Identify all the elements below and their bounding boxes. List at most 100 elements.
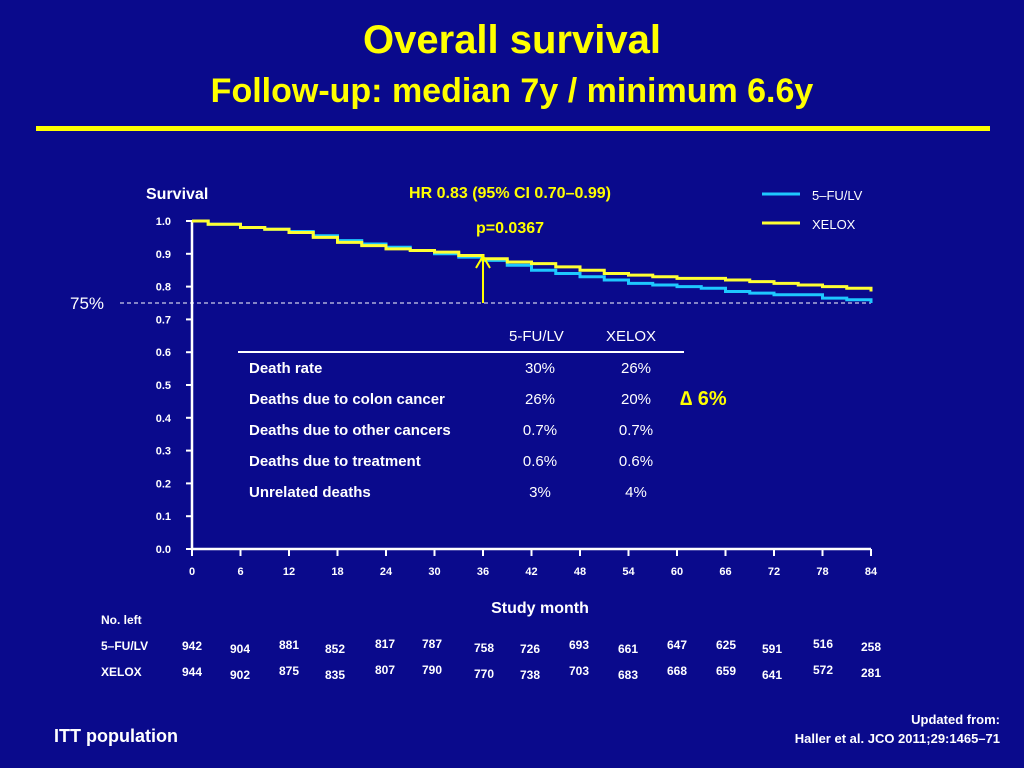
at-risk-value: 625 (715, 638, 737, 652)
y-axis-title: Survival (146, 186, 208, 203)
at-risk-value: 683 (617, 668, 639, 682)
x-tick-label: 78 (816, 566, 828, 578)
at-risk-value: 904 (229, 642, 251, 656)
table-cell-xelox: 26% (620, 360, 652, 377)
at-risk-value: 852 (324, 642, 346, 656)
at-risk-value: 770 (473, 667, 495, 681)
x-tick-label: 6 (237, 566, 243, 578)
table-cell-fu-lv: 26% (524, 391, 556, 408)
x-tick-label: 60 (671, 566, 683, 578)
y-tick-label: 1.0 (156, 216, 171, 228)
at-risk-value: 647 (666, 638, 688, 652)
table-cell-fu-lv: 30% (524, 360, 556, 377)
x-tick-label: 24 (380, 566, 393, 578)
at-risk-value: 902 (229, 668, 251, 682)
table-row-label: Death rate (249, 360, 323, 377)
at-risk-value: 572 (812, 663, 834, 677)
at-risk-value: 516 (812, 637, 834, 651)
title-divider (36, 126, 990, 131)
x-tick-label: 30 (428, 566, 440, 578)
table-cell-fu-lv: 0.7% (522, 422, 558, 439)
at-risk-value: 758 (473, 641, 495, 655)
at-risk-value: 807 (374, 663, 396, 677)
at-risk-value: 835 (324, 668, 346, 682)
arrow-head (475, 254, 491, 269)
source-line-2: Haller et al. JCO 2011;29:1465–71 (794, 731, 1000, 746)
y-tick-label: 0.8 (156, 282, 171, 294)
delta-label: ∆ 6% (680, 388, 727, 410)
table-row: Deaths due to treatment 0.6% 0.6% (0, 453, 1024, 473)
y-tick-label: 0.0 (156, 544, 171, 556)
table-row: Deaths due to other cancers 0.7% 0.7% (0, 422, 1024, 442)
x-axis-title: Study month (491, 600, 589, 617)
at-risk-row-label: 5–FU/LV (101, 639, 149, 653)
table-row-label: Unrelated deaths (249, 484, 371, 501)
table-cell-fu-lv: 3% (529, 484, 551, 501)
legend-fu-lv-label: 5–FU/LV (812, 188, 863, 203)
at-risk-title: No. left (101, 613, 142, 627)
reference-line-label: 75% (70, 294, 104, 313)
x-tick-label: 18 (331, 566, 343, 578)
y-tick-label: 0.5 (156, 380, 171, 392)
x-tick-label: 12 (283, 566, 295, 578)
x-tick-label: 0 (189, 566, 195, 578)
at-risk-value: 881 (278, 638, 300, 652)
table-cell-xelox: 4% (625, 484, 647, 501)
at-risk-value: 703 (568, 664, 590, 678)
table-cell-xelox: 0.7% (618, 422, 654, 439)
at-risk-value: 942 (181, 639, 203, 653)
at-risk-value: 693 (568, 638, 590, 652)
table-row-label: Deaths due to colon cancer (249, 391, 445, 408)
x-tick-label: 42 (525, 566, 537, 578)
at-risk-value: 591 (761, 642, 783, 656)
p-value-annotation: p=0.0367 (476, 220, 544, 237)
x-tick-label: 54 (622, 566, 635, 578)
y-tick-label: 0.9 (156, 249, 171, 261)
x-tick-label: 72 (768, 566, 780, 578)
table-row: Death rate 30% 26% (0, 360, 1024, 380)
at-risk-row-label: XELOX (101, 665, 142, 679)
at-risk-value: 726 (519, 642, 541, 656)
at-risk-value: 817 (374, 637, 396, 651)
x-tick-label: 84 (865, 566, 878, 578)
x-tick-label: 36 (477, 566, 489, 578)
at-risk-value: 668 (666, 664, 688, 678)
at-risk-value: 641 (761, 668, 783, 682)
at-risk-value: 944 (181, 665, 203, 679)
y-tick-label: 0.2 (156, 478, 171, 490)
hr-annotation: HR 0.83 (95% CI 0.70–0.99) (409, 185, 611, 202)
page-subtitle: Follow-up: median 7y / minimum 6.6y (210, 72, 814, 110)
at-risk-value: 281 (860, 666, 882, 680)
population-label: ITT population (54, 726, 178, 746)
legend-xelox-label: XELOX (812, 217, 856, 232)
table-header-xelox: XELOX (606, 328, 657, 345)
at-risk-value: 738 (519, 668, 541, 682)
table-header-rule (238, 351, 684, 353)
table-header-row: 5-FU/LV XELOX (0, 328, 1024, 348)
at-risk-value: 790 (421, 663, 443, 677)
page-title: Overall survival (363, 18, 661, 62)
at-risk-value: 875 (278, 664, 300, 678)
table-cell-xelox: 0.6% (618, 453, 654, 470)
at-risk-value: 661 (617, 642, 639, 656)
table-row-label: Deaths due to other cancers (249, 422, 451, 439)
at-risk-value: 787 (421, 637, 443, 651)
y-tick-label: 0.3 (156, 446, 171, 458)
y-tick-label: 0.1 (156, 511, 171, 523)
y-tick-label: 0.4 (156, 413, 172, 425)
x-tick-label: 66 (719, 566, 731, 578)
source-line-1: Updated from: (911, 712, 1000, 727)
y-tick-label: 0.7 (156, 314, 171, 326)
table-header-fu-lv: 5-FU/LV (509, 328, 564, 345)
at-risk-value: 659 (715, 664, 737, 678)
series-line-xelox (192, 219, 873, 292)
at-risk-value: 258 (860, 640, 882, 654)
table-cell-fu-lv: 0.6% (522, 453, 558, 470)
y-tick-label: 0.6 (156, 347, 171, 359)
x-tick-label: 48 (574, 566, 586, 578)
table-row: Deaths due to colon cancer 26% 20% (0, 391, 1024, 411)
table-row-label: Deaths due to treatment (249, 453, 421, 470)
table-row: Unrelated deaths 3% 4% (0, 484, 1024, 504)
table-cell-xelox: 20% (620, 391, 652, 408)
